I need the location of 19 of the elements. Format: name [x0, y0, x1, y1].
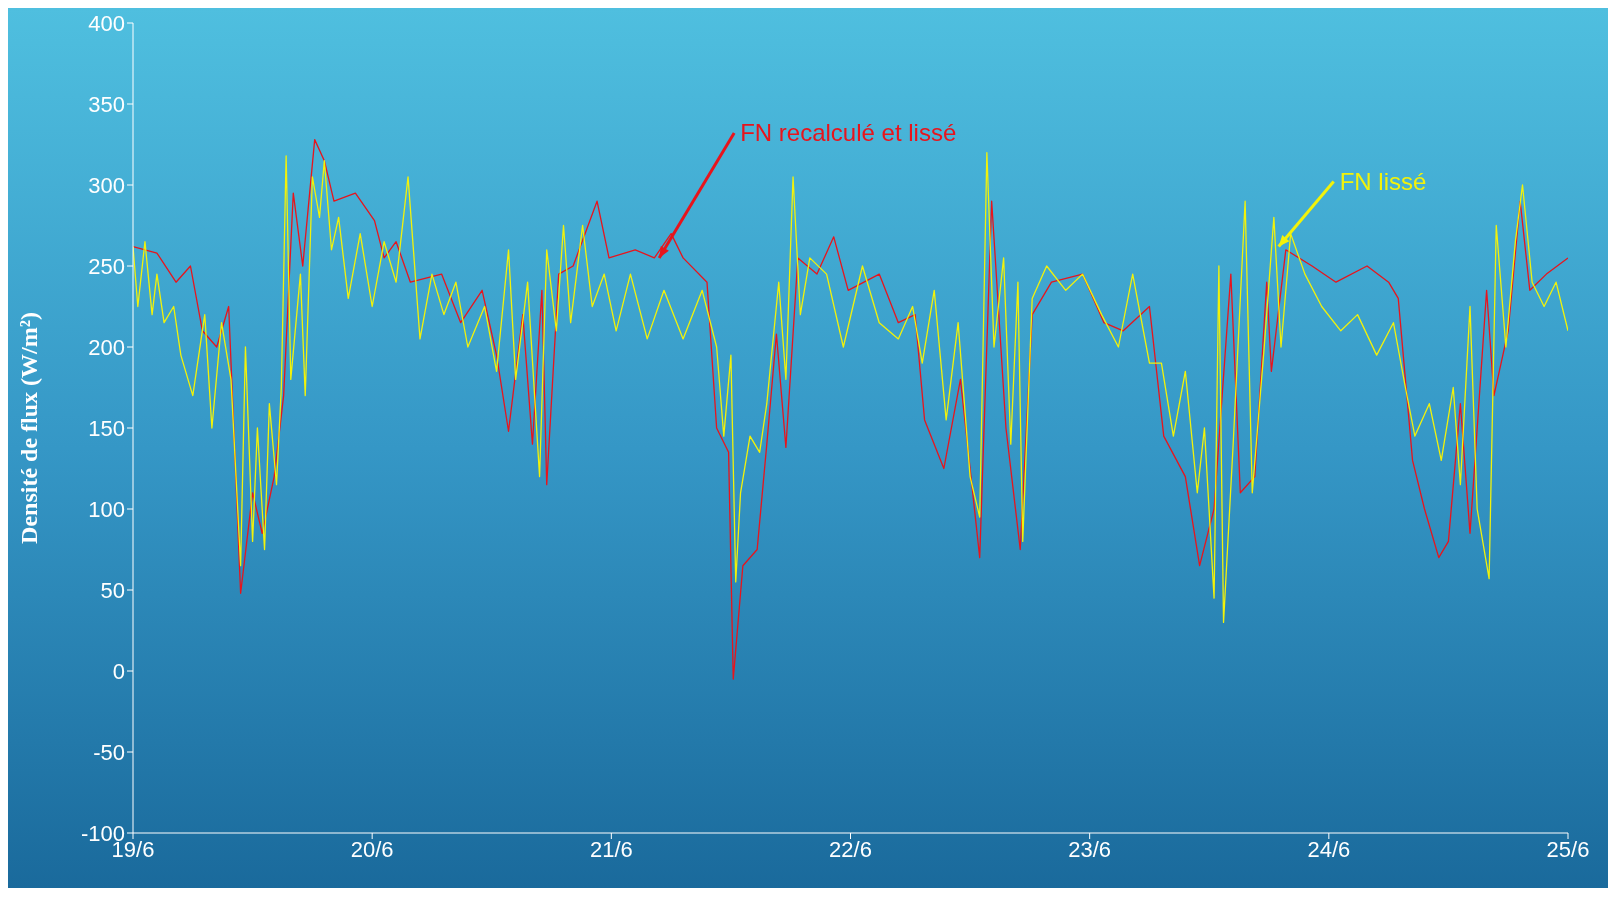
y-tick-label: -50 — [93, 739, 125, 765]
annotation: FN recalculé et lissé — [740, 118, 957, 146]
y-tick-label: 200 — [88, 334, 125, 360]
y-tick-label: 400 — [88, 10, 125, 36]
y-tick-label: 350 — [88, 91, 125, 117]
y-tick-label: 0 — [112, 658, 125, 684]
x-tick-label: 20/6 — [350, 836, 394, 862]
y-tick-label: 250 — [88, 253, 125, 279]
y-tick-label: 50 — [100, 577, 125, 603]
y-tick-label: 100 — [88, 496, 125, 522]
x-tick-label: 24/6 — [1307, 836, 1351, 862]
x-tick-label: 25/6 — [1546, 836, 1590, 862]
x-tick-label: 23/6 — [1068, 836, 1112, 862]
y-tick-label: 150 — [88, 415, 125, 441]
y-tick-label: 300 — [88, 172, 125, 198]
x-tick-label: 21/6 — [589, 836, 633, 862]
annotation: FN lissé — [1339, 167, 1427, 195]
y-axis-title: Densité de flux (W/m²) — [15, 312, 42, 544]
x-tick-label: 22/6 — [829, 836, 872, 862]
